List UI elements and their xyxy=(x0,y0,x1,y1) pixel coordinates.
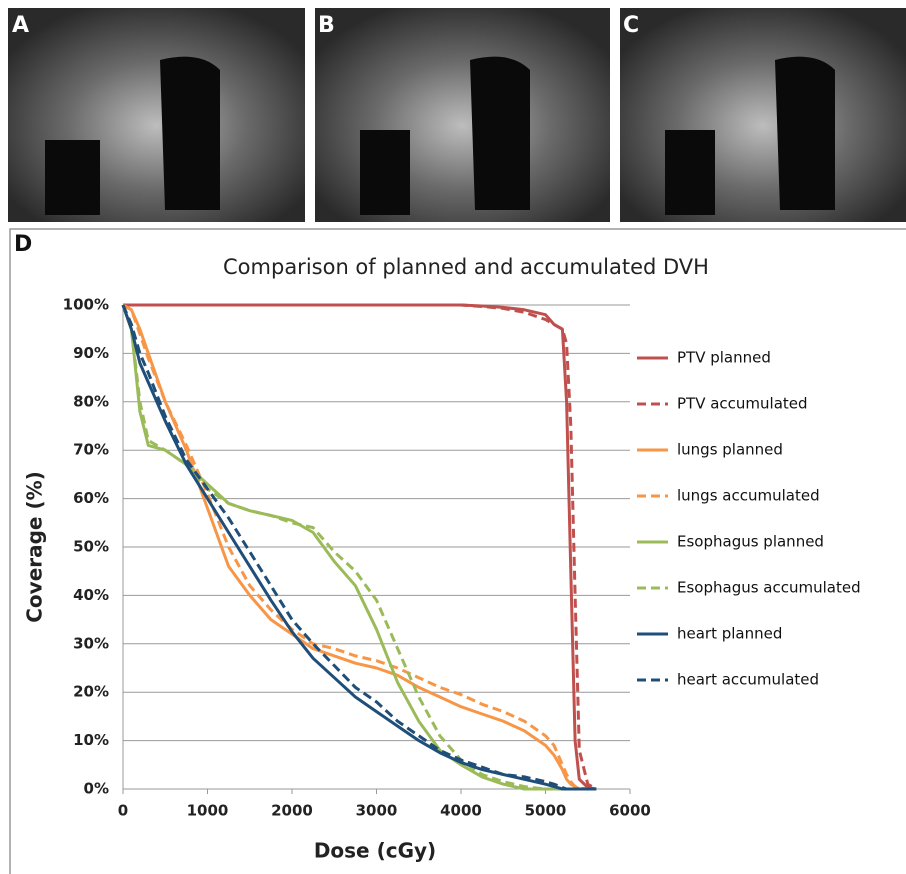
y-tick-label: 10% xyxy=(73,731,109,749)
x-tick-label: 5000 xyxy=(525,802,567,820)
ct-image-c xyxy=(620,8,906,222)
x-tick-label: 2000 xyxy=(271,802,313,820)
panel-label: D xyxy=(14,232,32,257)
x-tick-label: 0 xyxy=(118,802,128,820)
x-tick-label: 3000 xyxy=(356,802,398,820)
y-tick-label: 50% xyxy=(73,538,109,556)
y-axis-label: Coverage (%) xyxy=(23,471,47,623)
x-tick-label: 6000 xyxy=(609,802,651,820)
legend-label: PTV planned xyxy=(677,349,771,367)
y-tick-label: 0% xyxy=(84,780,109,798)
legend-label: heart planned xyxy=(677,625,782,643)
y-tick-label: 90% xyxy=(73,344,109,362)
legend-label: lungs accumulated xyxy=(677,487,820,505)
y-tick-label: 30% xyxy=(73,634,109,652)
y-tick-label: 20% xyxy=(73,683,109,701)
series-line xyxy=(121,304,597,791)
y-tick-label: 100% xyxy=(63,296,109,314)
panel-border xyxy=(9,228,906,874)
x-axis-label: Dose (cGy) xyxy=(314,839,436,863)
panel-label: A xyxy=(12,13,29,38)
series-line xyxy=(122,303,597,791)
legend-label: PTV accumulated xyxy=(677,395,808,413)
y-tick-label: 70% xyxy=(73,441,109,459)
chart-title: Comparison of planned and accumulated DV… xyxy=(223,255,709,279)
series-line xyxy=(123,303,597,791)
legend-label: lungs planned xyxy=(677,441,783,459)
ct-panels: A B C xyxy=(8,8,906,222)
x-tick-label: 1000 xyxy=(187,802,229,820)
x-tick-label: 4000 xyxy=(440,802,482,820)
legend-label: Esophagus accumulated xyxy=(677,579,861,597)
y-tick-label: 80% xyxy=(73,392,109,410)
panel-label: C xyxy=(623,13,639,38)
plot: 0% 10% 20% 30% 40% 50% 60% 70% 80% 90% 100% 0 1000 20… xyxy=(63,296,861,820)
panel-label: B xyxy=(318,13,335,38)
y-tick-label: 40% xyxy=(73,586,109,604)
legend-label: heart accumulated xyxy=(677,671,819,689)
legend-label: Esophagus planned xyxy=(677,533,824,551)
series-line xyxy=(122,303,597,791)
ct-image-b xyxy=(315,8,610,222)
y-tick-label: 60% xyxy=(73,489,109,507)
ct-image-a xyxy=(8,8,305,222)
